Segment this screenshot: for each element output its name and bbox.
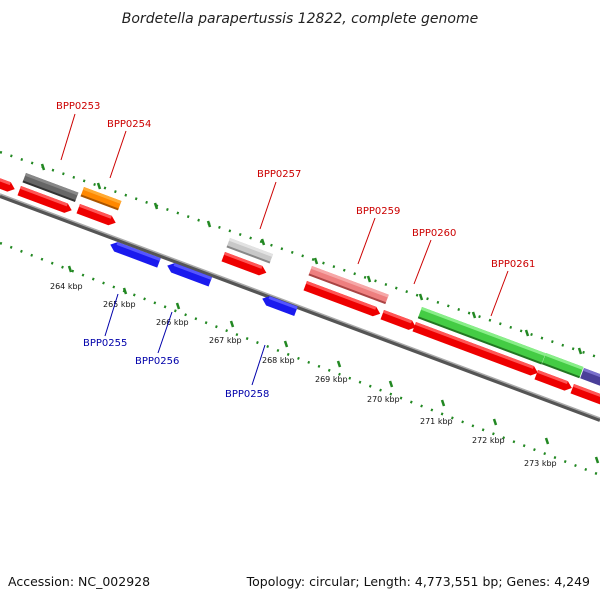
gene-bpp0255-arrow[interactable] bbox=[108, 240, 161, 268]
map-title: Bordetella parapertussis 12822, complete… bbox=[122, 11, 478, 27]
reverse-gene-labels bbox=[104, 293, 266, 386]
gene-label-bpp0260[interactable]: BPP0260 bbox=[412, 228, 456, 239]
gene-label-bpp0259[interactable]: BPP0259 bbox=[356, 206, 400, 217]
topology-text: Topology: circular; Length: 4,773,551 bp… bbox=[246, 574, 590, 589]
gene-bpp0259-arrow[interactable] bbox=[303, 281, 381, 318]
gene-bpp0260-arrow[interactable] bbox=[380, 310, 417, 332]
gene-label-bpp0253[interactable]: BPP0253 bbox=[56, 101, 100, 112]
tick-label-269: 269 kbp bbox=[315, 375, 348, 384]
tick-label-267: 267 kbp bbox=[209, 336, 242, 345]
gene-label-bpp0255[interactable]: BPP0255 bbox=[83, 338, 127, 349]
gene-label-bpp0261[interactable]: BPP0261 bbox=[491, 259, 535, 270]
forward-gene-labels bbox=[60, 113, 509, 317]
forward-strand-genes bbox=[0, 176, 600, 409]
gene-bpp0254-cog-feature[interactable] bbox=[80, 187, 122, 211]
forward-gene-arrow[interactable] bbox=[570, 384, 600, 409]
reverse-strand-genes bbox=[108, 240, 298, 316]
tick-label-270: 270 kbp bbox=[367, 395, 400, 404]
gene-bpp0261-cog-feature[interactable] bbox=[417, 307, 546, 365]
label-leader-bpp0261 bbox=[490, 270, 509, 317]
gene-bpp0253-cog-feature[interactable] bbox=[22, 173, 79, 202]
inner-ring-major-ticks bbox=[67, 265, 600, 464]
forward-gene-arrow[interactable] bbox=[534, 370, 573, 393]
label-leader-bpp0257 bbox=[259, 181, 277, 230]
feature-outer-row bbox=[22, 173, 600, 389]
reverse-gene-label-text: BPP0255 BPP0256 BPP0258 bbox=[83, 338, 269, 400]
backbone-light bbox=[0, 193, 600, 419]
tick-label-266: 266 kbp bbox=[156, 318, 189, 327]
gene-label-bpp0254[interactable]: BPP0254 bbox=[107, 119, 151, 130]
gene-bpp0261-arrow[interactable] bbox=[412, 322, 539, 378]
forward-gene-label-text: BPP0253 BPP0254 BPP0257 BPP0259 BPP0260 … bbox=[56, 101, 535, 270]
gene-label-bpp0257[interactable]: BPP0257 bbox=[257, 169, 301, 180]
tick-label-273: 273 kbp bbox=[524, 459, 557, 468]
label-leader-bpp0260 bbox=[413, 239, 432, 285]
gene-label-bpp0256[interactable]: BPP0256 bbox=[135, 356, 179, 367]
label-leader-bpp0255 bbox=[104, 293, 119, 337]
forward-gene-arrow[interactable] bbox=[0, 176, 16, 194]
gene-bpp0259-cog-feature[interactable] bbox=[308, 266, 389, 305]
label-leader-bpp0254 bbox=[109, 130, 127, 179]
gene-bpp0258-arrow[interactable] bbox=[260, 294, 298, 316]
outer-ring-major-ticks bbox=[40, 163, 583, 355]
tick-label-268: 268 kbp bbox=[262, 356, 295, 365]
gene-label-bpp0258[interactable]: BPP0258 bbox=[225, 389, 269, 400]
label-leader-bpp0253 bbox=[60, 113, 76, 161]
tick-label-271: 271 kbp bbox=[420, 417, 453, 426]
backbone-dark bbox=[0, 194, 600, 422]
tick-label-272: 272 kbp bbox=[472, 436, 505, 445]
tick-label-264: 264 kbp bbox=[50, 282, 83, 291]
gene-next-cog-feature-purple[interactable] bbox=[580, 368, 600, 389]
label-leader-bpp0256 bbox=[157, 311, 173, 354]
label-leader-bpp0258 bbox=[251, 344, 266, 386]
gene-bpp0253-arrow[interactable] bbox=[17, 186, 73, 215]
gene-bpp0257-cog-feature[interactable] bbox=[226, 238, 274, 264]
tick-label-265: 265 kbp bbox=[103, 300, 136, 309]
gene-next-cog-feature-green[interactable] bbox=[541, 353, 584, 379]
gene-bpp0257-arrow[interactable] bbox=[221, 252, 268, 277]
gene-bpp0254-arrow[interactable] bbox=[76, 204, 117, 227]
outer-dotted-ring bbox=[0, 150, 600, 360]
tick-labels: 264 kbp 265 kbp 266 kbp 267 kbp 268 kbp … bbox=[50, 282, 557, 468]
accession-text: Accession: NC_002928 bbox=[8, 574, 150, 589]
gene-bpp0256-arrow[interactable] bbox=[165, 261, 213, 287]
label-leader-bpp0259 bbox=[357, 217, 376, 265]
